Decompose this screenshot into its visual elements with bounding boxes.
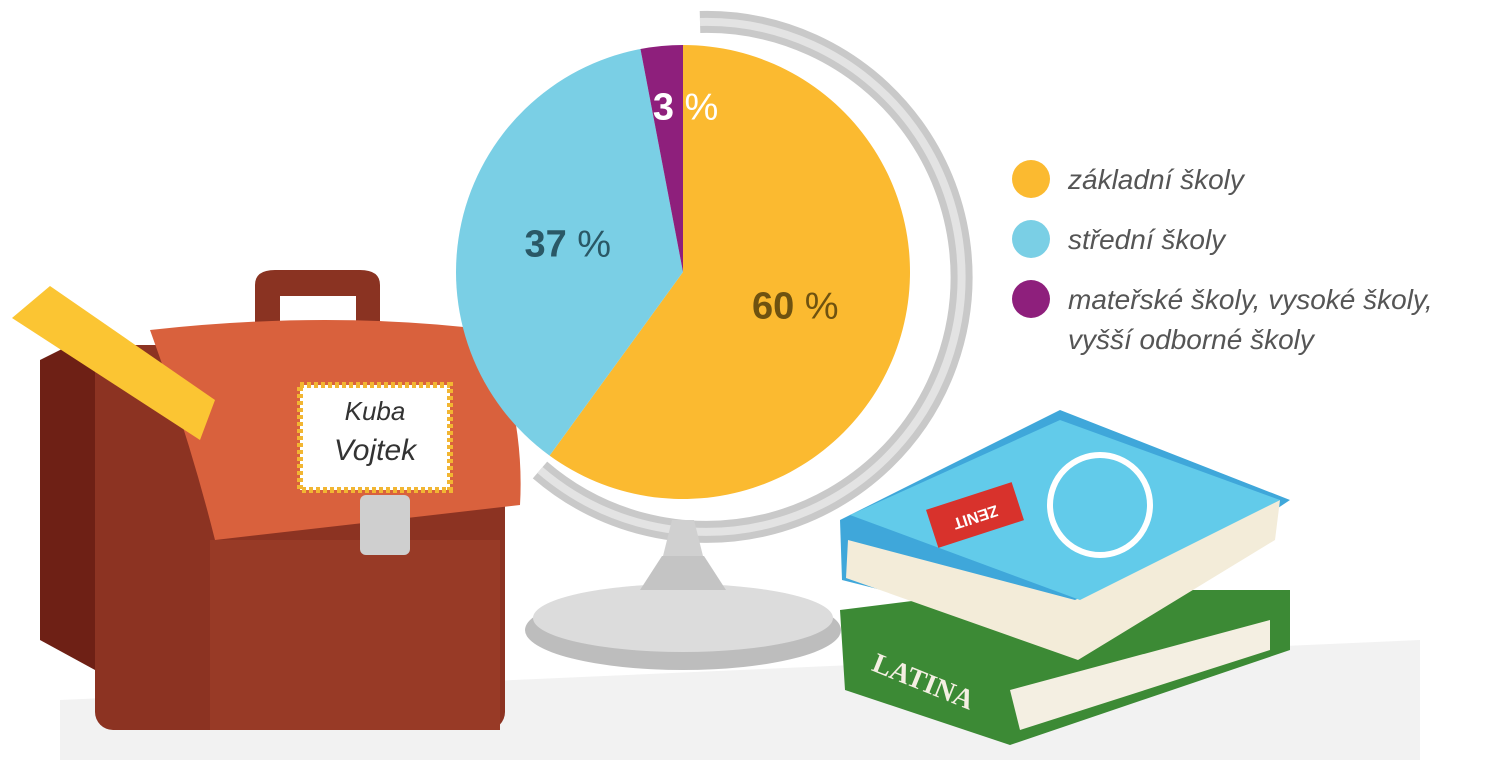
legend-swatch [1012, 220, 1050, 258]
legend: základní školy střední školy mateřské škol… [1012, 160, 1482, 380]
legend-swatch [1012, 280, 1050, 318]
name-tag-last: Vojtek [334, 434, 418, 467]
bag-strap [40, 340, 95, 670]
value-label: 37 % [524, 223, 611, 265]
globe-foot [640, 556, 726, 590]
legend-label: mateřské školy, vysoké školy, vyšší odbo… [1068, 280, 1482, 360]
value-label: 60 % [752, 286, 839, 328]
page: Kuba Vojtek LATINA ZENIT 60 %37 %3 % zák… [0, 0, 1502, 771]
legend-item: základní školy [1012, 160, 1482, 200]
legend-label: základní školy [1068, 160, 1482, 200]
legend-item: mateřské školy, vysoké školy, vyšší odbo… [1012, 280, 1482, 360]
chart: Kuba Vojtek LATINA ZENIT 60 %37 %3 % [0, 0, 1502, 771]
pie: 60 % 37 % 3 % [456, 45, 910, 499]
legend-item: střední školy [1012, 220, 1482, 260]
legend-swatch [1012, 160, 1050, 198]
bag-clasp [360, 495, 410, 555]
name-tag-first: Kuba [345, 396, 406, 426]
value-label: 3 % [653, 86, 719, 128]
legend-label: střední školy [1068, 220, 1482, 260]
globe-base-top [533, 584, 833, 652]
bag-front [210, 540, 500, 730]
